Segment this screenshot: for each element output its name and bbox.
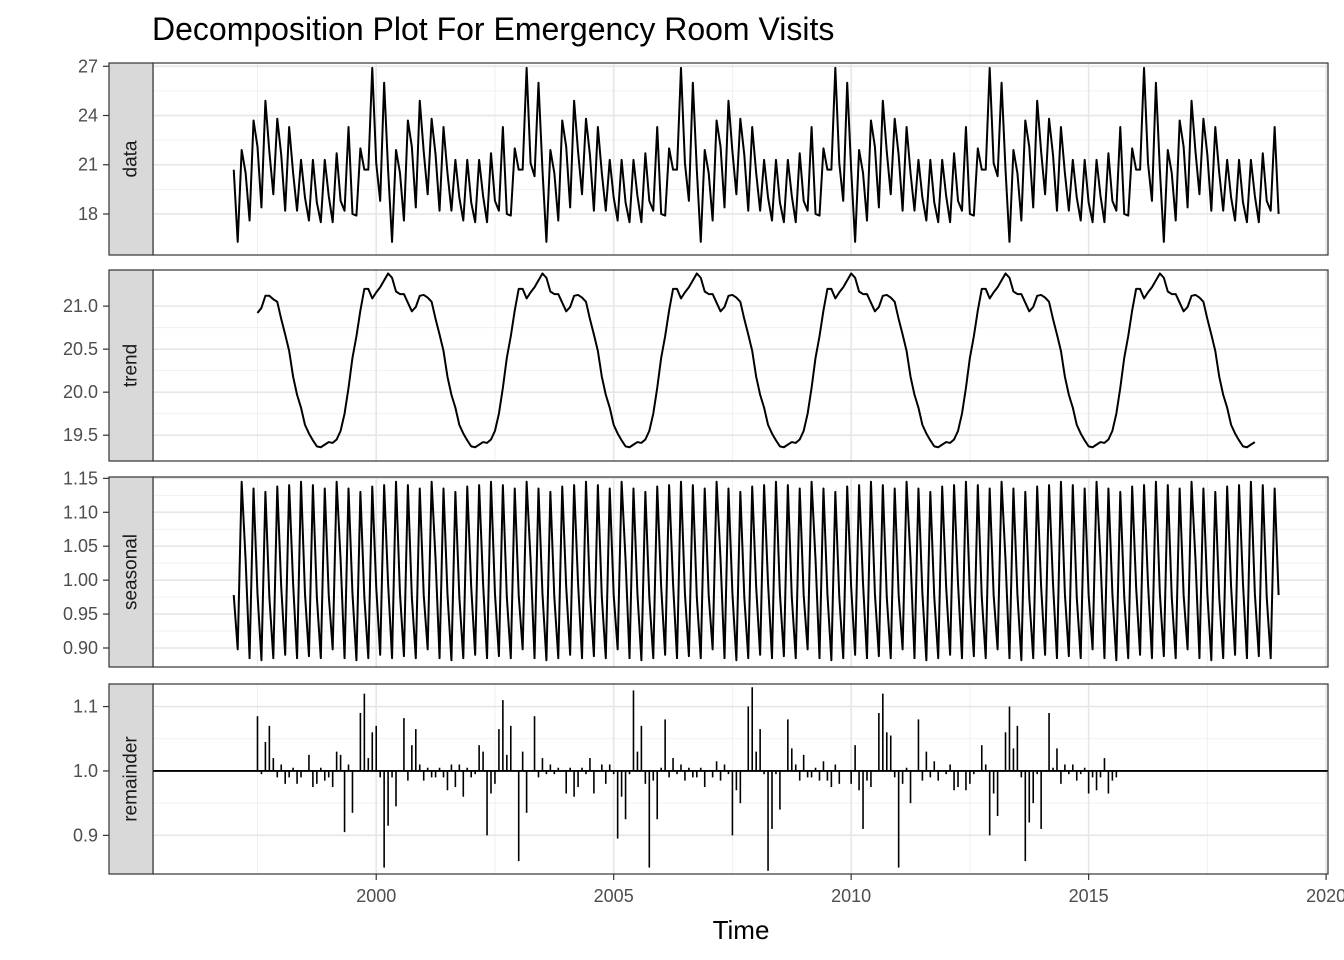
data-series-line [232,66,1280,243]
panel-trend: trend 19.5 20.0 20.5 21.0 [63,269,1329,462]
y-tick-label: 21.0 [63,296,98,316]
x-tick-label: 2005 [594,886,634,906]
x-axis: 2000 2005 2010 2015 2020 [356,874,1344,906]
y-tick-label: 0.95 [63,604,98,624]
x-tick-label: 2010 [831,886,871,906]
strip-data [108,62,154,256]
strip-seasonal [108,476,154,668]
strip-trend [108,269,154,462]
trend-series-line [256,272,1256,449]
panel-background [153,63,1328,255]
y-tick-label: 21 [78,155,98,175]
panel-background [153,270,1328,461]
strip-remainder [108,683,154,875]
strip-label-seasonal: seasonal [121,534,142,610]
y-tick-label: 20.5 [63,339,98,359]
y-tick-label: 0.9 [73,825,98,845]
x-tick-label: 2000 [356,886,396,906]
panel-remainder: remainder 0.9 1.0 1.1 [73,683,1329,875]
y-tick-label: 1.05 [63,536,98,556]
y-tick-label: 0.90 [63,638,98,658]
chart-title: Decomposition Plot For Emergency Room Vi… [152,11,834,47]
y-tick-label: 18 [78,204,98,224]
panel-seasonal: seasonal 0.90 0.95 1.00 1.05 1.10 1.15 [63,468,1329,668]
y-tick-label: 27 [78,56,98,76]
y-tick-label: 20.0 [63,382,98,402]
strip-label-data: data [121,140,142,177]
y-tick-label: 19.5 [63,425,98,445]
y-tick-label: 1.0 [73,761,98,781]
x-tick-label: 2015 [1069,886,1109,906]
panels: data 18 21 24 27 trend 19.5 20.0 20.5 21.0 seasona… [63,56,1329,875]
strip-label-remainder: remainder [121,736,142,822]
y-tick-label: 1.10 [63,502,98,522]
x-tick-label: 2020 [1306,886,1344,906]
y-tick-label: 1.00 [63,570,98,590]
seasonal-series-line [232,480,1280,662]
y-tick-label: 24 [78,106,98,126]
strip-label-trend: trend [121,344,142,387]
x-axis-title: Time [713,915,770,945]
y-tick-label: 1.15 [63,468,98,488]
panel-data: data 18 21 24 27 [78,56,1329,256]
y-tick-label: 1.1 [73,697,98,717]
